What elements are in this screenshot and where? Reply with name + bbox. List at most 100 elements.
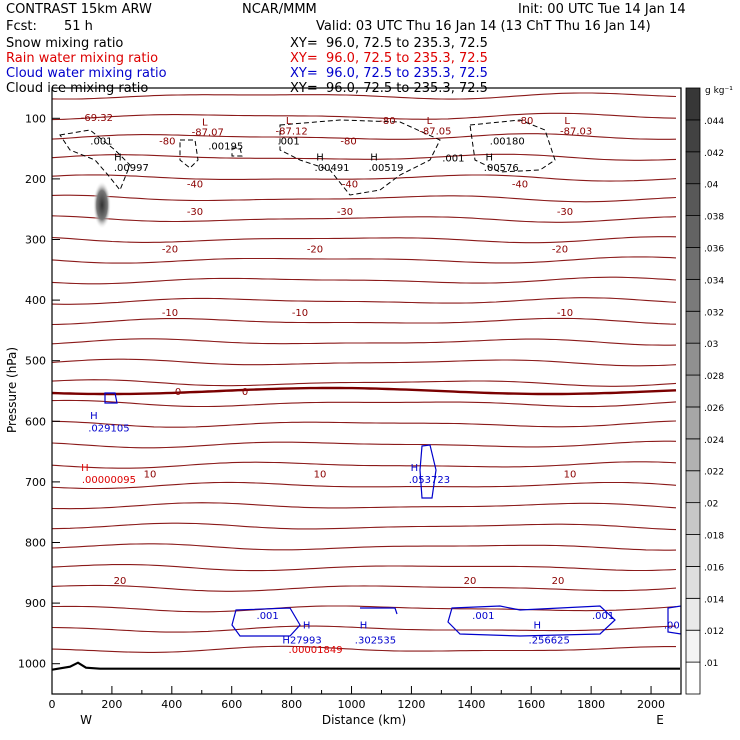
isotherm-label: -20 [552,245,568,256]
cloud-ice-contour [59,129,131,191]
colorbar-label: .032 [704,308,724,318]
cloud-water-contour [419,444,437,499]
field-name-cloud-water: Cloud water mixing ratio [6,66,167,81]
contour-annotation: -80 [517,116,533,127]
contour-annotation: -87.03 [560,126,592,137]
isotherm-line [52,420,677,428]
isotherm-label: 10 [564,469,577,480]
contour-annotation: .00576 [484,163,519,174]
contour-annotation: .00001849 [289,645,343,656]
contour-annotation: L [427,116,433,127]
contour-annotation: H [370,152,378,163]
y-tick-label: 900 [25,597,46,610]
contour-annotation: H [411,463,419,474]
contour-annotation: .302535 [355,635,396,646]
colorbar-label: .034 [704,276,724,286]
contour-annotation: .001 [442,154,464,165]
cloud-water-contour [231,607,301,637]
contour-annotation: .00491 [315,163,350,174]
colorbar-label: .02 [704,500,718,510]
isotherm-label: -10 [557,308,573,319]
field-xy-cloud-water: XY= 96.0, 72.5 to 235.3, 72.5 [290,66,488,81]
colorbar-label: .01 [704,659,718,669]
isotherm-line [52,215,677,223]
contour-annotation: -87.12 [275,126,307,137]
contour-annotation: H [486,152,494,163]
colorbar-label: .03 [704,340,718,350]
x-tick-label: 1200 [397,698,425,711]
field-name-rain: Rain water mixing ratio [6,51,159,66]
contour-annotation: .00997 [114,163,149,174]
west-label: W [80,713,92,727]
y-tick-label: 1000 [18,658,46,671]
y-tick-label: 200 [25,173,46,186]
colorbar-label: .038 [704,213,724,223]
y-tick-label: 500 [25,355,46,368]
contour-annotation: .00180 [490,137,525,148]
isotherm-line [52,461,677,469]
x-tick-label: 600 [221,698,242,711]
forecast-label: Fcst: [6,19,37,34]
x-tick-label: 800 [281,698,302,711]
cloud-ice-contour [179,139,199,169]
isotherm-label: 0 [175,387,181,398]
x-tick-label: 400 [161,698,182,711]
cloud-water-contour [667,605,681,635]
contour-annotation: H [90,411,98,422]
isotherm-line [52,584,677,592]
field-name-snow: Snow mixing ratio [6,36,124,51]
contour-annotation: H [303,620,311,631]
colorbar-swatch [685,310,701,344]
cloud-water-contour [360,607,398,615]
y-tick-label: 400 [25,294,46,307]
isotherm-line [52,112,677,121]
x-tick-label: 200 [101,698,122,711]
isotherm-line [52,153,677,161]
colorbar-label: .028 [704,372,724,382]
x-axis-title: Distance (km) [322,713,406,727]
isotherm-line [52,543,677,551]
colorbar-label: .04 [704,181,719,191]
colorbar-swatch [685,87,701,121]
contour-annotation: .001 [257,611,279,622]
colorbar-label: .022 [704,468,724,478]
cloud-water-contour [104,392,118,404]
y-tick-label: 600 [25,415,46,428]
field-xy-snow: XY= 96.0, 72.5 to 235.3, 72.5 [290,36,488,51]
isotherm-line [52,502,677,510]
isotherm-line [52,133,677,140]
isotherm-line [52,92,677,100]
y-axis-title: Pressure (hPa) [5,347,19,433]
colorbar-swatch [685,247,701,280]
contour-annotation: -69.32 [81,113,113,124]
isotherm-label: -30 [557,207,573,218]
contour-annotation: -80 [340,137,356,148]
contour-annotation: -87.05 [419,126,451,137]
contour-annotation: .001 [472,611,494,622]
isotherm-line [52,481,677,490]
colorbar-label: .012 [704,627,724,637]
zero-isotherm [52,386,677,396]
isotherm-label: 10 [314,469,327,480]
isotherm-line [52,174,677,182]
isotherm-line [52,194,677,203]
isotherm-label: -30 [187,207,203,218]
colorbar-swatch [685,566,701,599]
y-tick-label: 800 [25,537,46,550]
isotherm-label: -10 [292,308,308,319]
isotherm-label: -40 [187,180,203,191]
colorbar-swatch [685,661,701,695]
isotherm-line [52,358,677,367]
contour-annotation: -80 [159,137,175,148]
isotherm-line [52,399,677,408]
isotherm-line [52,522,677,531]
cloud-water-contour [447,605,616,637]
isotherm-line [52,236,677,244]
isotherm-line [52,338,677,346]
contour-annotation: .00195 [208,142,243,153]
plot-frame [51,87,682,695]
x-tick-label: 1600 [517,698,545,711]
isotherm-label: -30 [337,207,353,218]
isotherm-line [52,297,677,305]
